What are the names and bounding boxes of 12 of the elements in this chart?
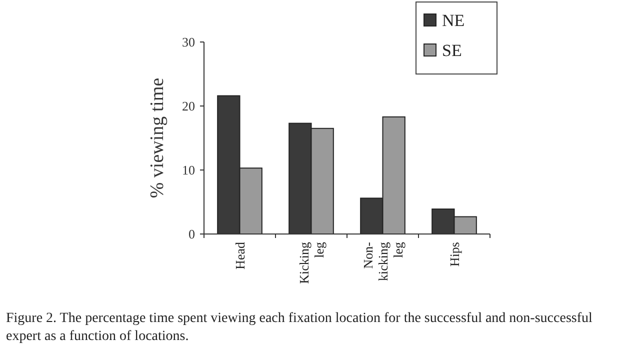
x-tick-label: Hips	[446, 242, 462, 267]
y-tick-label: 30	[182, 34, 195, 50]
x-tick-label: Kicking leg	[296, 242, 326, 284]
legend-label: NE	[442, 10, 465, 30]
y-tick-label: 0	[188, 226, 195, 242]
x-tick-label: Non- kicking leg	[360, 242, 406, 281]
caption: Figure 2. The percentage time spent viewing each fixation location for the successful and non-successful expert as a function of locations.	[6, 311, 592, 344]
y-axis-title: % viewing time	[147, 78, 168, 198]
y-tick-label: 10	[182, 162, 195, 178]
y-tick-label: 20	[182, 98, 195, 114]
x-tick-label: Head	[232, 242, 248, 270]
legend-label: SE	[442, 40, 462, 60]
